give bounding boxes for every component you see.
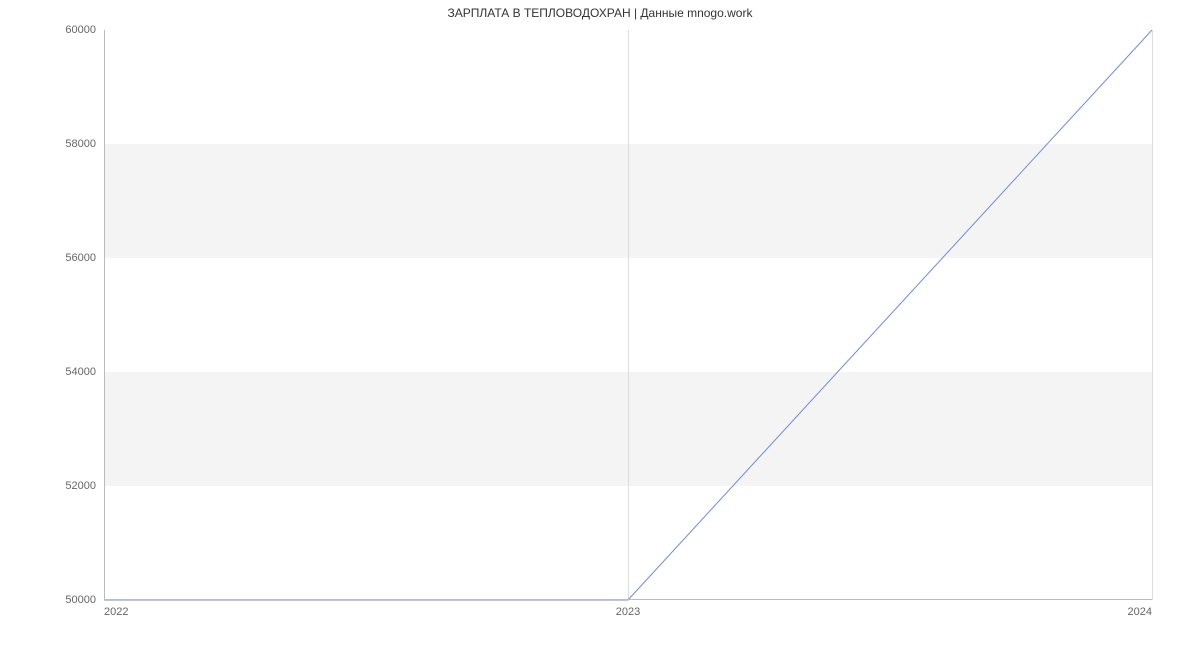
y-tick-label: 60000 [65,24,96,36]
series-line-salary [104,30,1152,600]
y-axis-line [104,30,105,600]
gridline-vertical [1152,30,1153,600]
x-tick-label: 2024 [1128,606,1152,618]
chart-title: ЗАРПЛАТА В ТЕПЛОВОДОХРАН | Данные mnogo.… [0,6,1200,20]
x-axis-line [104,599,1152,600]
y-tick-label: 50000 [65,594,96,606]
y-tick-label: 54000 [65,366,96,378]
y-tick-label: 56000 [65,252,96,264]
y-tick-label: 52000 [65,480,96,492]
x-tick-label: 2023 [616,606,640,618]
line-series-svg [104,30,1152,600]
plot-area: 500005200054000560005800060000 202220232… [104,30,1152,600]
salary-line-chart: ЗАРПЛАТА В ТЕПЛОВОДОХРАН | Данные mnogo.… [0,0,1200,650]
y-tick-label: 58000 [65,138,96,150]
x-tick-label: 2022 [104,606,128,618]
